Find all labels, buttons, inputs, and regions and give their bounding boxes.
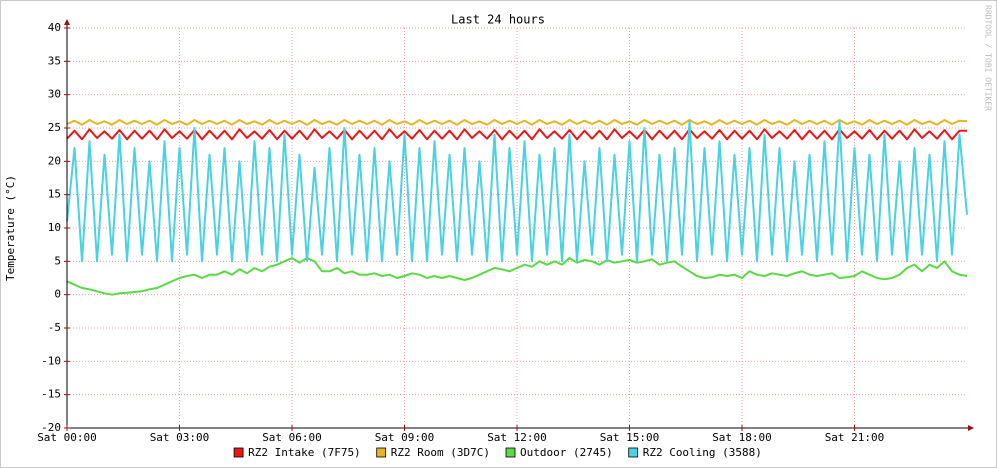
y-tick-label: 15 <box>48 188 61 201</box>
y-tick-label: -10 <box>41 354 61 367</box>
legend-swatch <box>505 447 516 458</box>
lines <box>66 119 968 296</box>
x-axis-arrow <box>968 425 974 431</box>
legend-swatch <box>376 447 387 458</box>
grid <box>66 27 967 429</box>
legend-item: Outdoor (2745) <box>505 446 613 459</box>
legend-swatch <box>628 447 639 458</box>
x-tick-label: Sat 03:00 <box>150 431 210 444</box>
y-tick-label: 10 <box>48 221 61 234</box>
x-tick-label: Sat 09:00 <box>375 431 435 444</box>
y-tick-label: 0 <box>54 288 61 301</box>
y-tick-label: 20 <box>48 154 61 167</box>
legend-item: RZ2 Cooling (3588) <box>628 446 762 459</box>
legend-label: RZ2 Intake (7F75) <box>248 446 361 459</box>
x-tick-label: Sat 18:00 <box>712 431 772 444</box>
y-tick-label: 40 <box>48 21 61 34</box>
legend-label: RZ2 Room (3D7C) <box>391 446 490 459</box>
x-tick-label: Sat 00:00 <box>37 431 97 444</box>
series-line <box>66 120 968 263</box>
legend-swatch <box>233 447 244 458</box>
chart-title: Last 24 hours <box>451 13 545 27</box>
y-tick-label: 25 <box>48 121 61 134</box>
y-tick-label: -5 <box>48 321 61 334</box>
legend-item: RZ2 Room (3D7C) <box>376 446 490 459</box>
y-tick-label: -15 <box>41 388 61 401</box>
series-line <box>66 128 967 141</box>
legend-label: Outdoor (2745) <box>520 446 613 459</box>
y-axis-label: Temperature (°C) <box>4 175 17 281</box>
legend: RZ2 Intake (7F75) RZ2 Room (3D7C) Outdoor … <box>233 446 762 459</box>
x-tick-label: Sat 15:00 <box>600 431 660 444</box>
legend-item: RZ2 Intake (7F75) <box>233 446 361 459</box>
y-tick-label: -20 <box>41 421 61 434</box>
series-line <box>66 119 968 126</box>
watermark: RRDTOOL / TOBI OETIKER <box>984 5 993 111</box>
x-tick-label: Sat 06:00 <box>262 431 322 444</box>
series-line <box>66 257 968 296</box>
y-tick-label: 5 <box>54 254 61 267</box>
y-tick-label: 35 <box>48 54 61 67</box>
legend-label: RZ2 Cooling (3588) <box>643 446 762 459</box>
y-tick-label: 30 <box>48 88 61 101</box>
x-tick-label: Sat 12:00 <box>487 431 547 444</box>
axes: -20 -15 -10 -5 0 5 10 15 20 25 30 35 40 Sat 00:00 Sat … <box>37 19 974 444</box>
y-axis-arrow <box>64 19 70 25</box>
x-tick-label: Sat 21:00 <box>825 431 885 444</box>
